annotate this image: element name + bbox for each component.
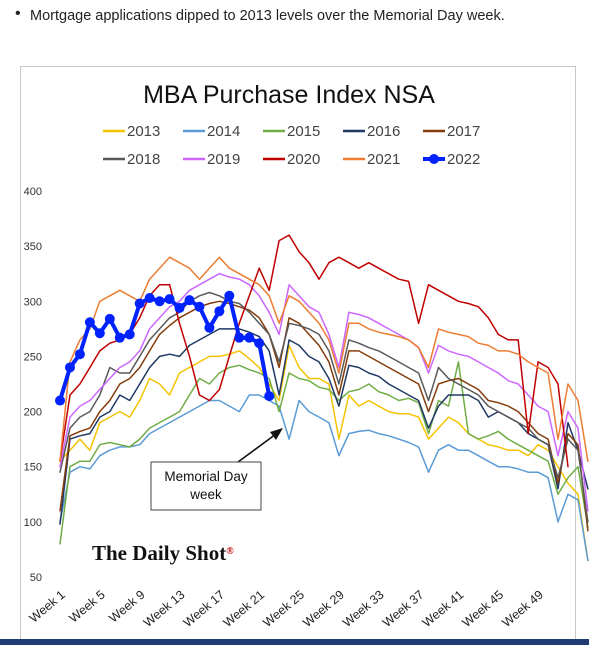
x-tick-label: Week 25 xyxy=(260,588,307,630)
x-tick-label: Week 29 xyxy=(300,588,347,630)
x-tick-label: Week 33 xyxy=(340,588,387,630)
series-point-2022 xyxy=(55,395,65,406)
y-tick-label-150: 150 xyxy=(24,462,42,474)
y-tick-label-400: 400 xyxy=(24,186,42,198)
annotation-arrow-line xyxy=(237,433,277,463)
y-tick-label-250: 250 xyxy=(24,351,42,363)
series-point-2022 xyxy=(134,298,145,309)
series-point-2022 xyxy=(84,317,95,328)
series-point-2022 xyxy=(104,313,115,324)
x-tick-label: Week 13 xyxy=(141,588,188,630)
annotation-arrowhead xyxy=(270,428,283,440)
legend-label-2013: 2013 xyxy=(127,123,160,140)
series-line-2015 xyxy=(59,361,589,545)
watermark-logo: The Daily Shot® xyxy=(92,541,234,565)
legend-marker-2022 xyxy=(429,154,439,164)
legend-label-2021: 2021 xyxy=(367,151,400,168)
series-point-2022 xyxy=(114,332,125,343)
legend-label-2022: 2022 xyxy=(447,151,480,168)
legend-label-2020: 2020 xyxy=(287,151,320,168)
bottom-bar xyxy=(0,639,589,645)
series-point-2022 xyxy=(204,322,215,333)
annotation: Memorial Day week xyxy=(150,428,283,511)
series-point-2022 xyxy=(74,349,85,360)
series-point-2022 xyxy=(194,301,205,312)
series-line-2019 xyxy=(59,272,589,512)
series-point-2022 xyxy=(184,295,195,306)
legend-label-2014: 2014 xyxy=(207,123,240,140)
legend-label-2019: 2019 xyxy=(207,151,240,168)
y-tick-label-100: 100 xyxy=(24,517,42,529)
series-line-2013 xyxy=(59,344,589,562)
legend-label-2017: 2017 xyxy=(447,123,480,140)
series-line-2017 xyxy=(59,300,589,532)
y-tick-label-50: 50 xyxy=(30,572,42,584)
series-line-2018 xyxy=(59,291,589,523)
x-tick-label: Week 45 xyxy=(460,588,507,630)
x-tick-label: Week 41 xyxy=(420,588,467,630)
plot-area xyxy=(55,234,589,562)
y-tick-label-200: 200 xyxy=(24,407,42,419)
series-point-2022 xyxy=(254,338,265,349)
legend: 2013 2014 2015 2016 2017 2018 2019 2020 2021 2022 xyxy=(103,123,480,168)
series-point-2022 xyxy=(214,306,225,317)
x-tick-label: Week 17 xyxy=(181,588,228,630)
series-point-2022 xyxy=(224,290,235,301)
series-point-2022 xyxy=(94,328,105,339)
caption-text: Mortgage applications dipped to 2013 lev… xyxy=(30,8,505,24)
annotation-box xyxy=(150,461,262,511)
series-point-2022 xyxy=(244,332,255,343)
y-axis: 50 100 150 200 250 300 350 400 xyxy=(24,186,42,584)
x-tick-label: Week 21 xyxy=(221,588,268,630)
annotation-text-line2: week xyxy=(189,487,222,502)
series-line-2014 xyxy=(59,394,589,562)
series-point-2022 xyxy=(144,292,155,303)
series-point-2022 xyxy=(264,391,275,402)
x-tick-label: Week 49 xyxy=(499,588,546,630)
x-tick-label: Week 37 xyxy=(380,588,427,630)
series-point-2022 xyxy=(234,332,245,343)
chart-frame xyxy=(20,66,576,645)
series-line-2021 xyxy=(59,256,589,462)
series-point-2022 xyxy=(64,362,75,373)
chart-title: MBA Purchase Index NSA xyxy=(143,81,435,109)
series-point-2022 xyxy=(124,329,135,340)
series-line-2020 xyxy=(59,234,569,468)
y-tick-label-300: 300 xyxy=(24,296,42,308)
annotation-text-line1: Memorial Day xyxy=(164,469,248,484)
series-line-2022 xyxy=(58,293,272,403)
legend-label-2016: 2016 xyxy=(367,123,400,140)
y-tick-label-350: 350 xyxy=(24,241,42,253)
series-point-2022 xyxy=(174,302,185,313)
x-tick-label: Week 1 xyxy=(27,588,68,626)
series-point-2022 xyxy=(164,294,175,305)
bullet-glyph: • xyxy=(15,5,21,22)
legend-label-2015: 2015 xyxy=(287,123,320,140)
series-point-2022 xyxy=(154,296,165,307)
x-tick-label: Week 5 xyxy=(66,588,107,626)
legend-label-2018: 2018 xyxy=(127,151,160,168)
